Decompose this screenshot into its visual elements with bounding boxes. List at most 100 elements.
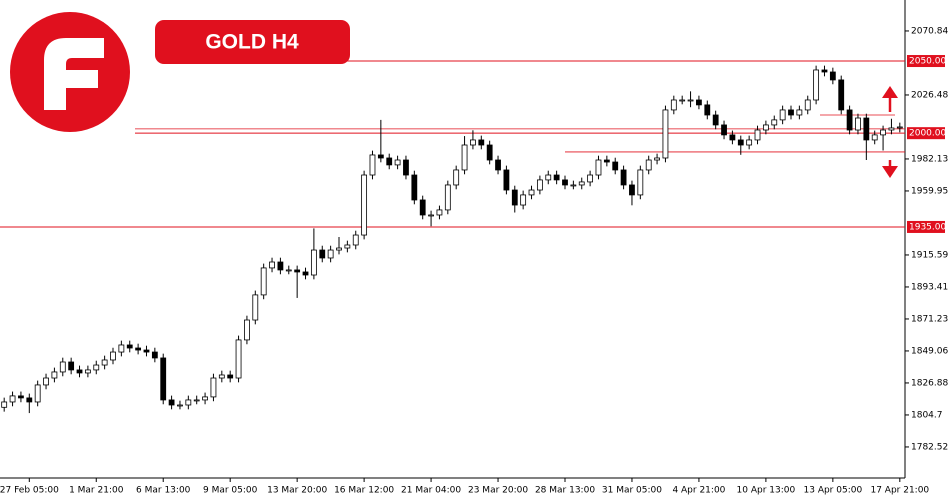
candle-body [779,109,786,121]
candle-body [1,401,8,408]
candle-body [319,249,326,259]
candle-body [394,159,401,166]
y-tick-label: 1982.13 [911,154,948,164]
candle-body [218,374,225,379]
candle-body [68,361,75,371]
candle-body [327,249,334,259]
candle-body [160,357,167,401]
candle-body [302,271,309,276]
candle-body [428,214,434,217]
candle-body [654,157,660,161]
candle-body [796,109,803,116]
x-tick-label: 16 Mar 12:00 [334,486,394,496]
x-tick-label: 27 Feb 05:00 [0,486,59,496]
x-tick-label: 9 Mar 05:00 [203,486,258,496]
candle-body [168,399,175,406]
candle-body [470,139,476,146]
candle-body [478,139,485,146]
candle-body [888,127,895,131]
level-label: 2000.00 [909,129,946,139]
candle-body [76,369,83,374]
candle-body [444,184,451,211]
candle-body [9,395,16,403]
candle-body [101,359,108,366]
candle-body [838,79,845,111]
level-label-box [907,127,945,140]
candle-body [126,344,133,349]
candle-body [227,374,234,379]
candle-body [637,169,644,196]
candle-body [26,397,33,403]
candle-body [704,104,711,116]
level-label-box [907,220,945,233]
y-tick-label: 1849.06 [911,346,948,356]
candle-body [386,157,393,166]
candle-body [361,174,368,236]
candle-body [244,319,250,341]
candle-body [453,169,460,186]
level-label: 1935.00 [909,222,946,232]
y-tick-label: 1915.59 [911,250,948,260]
candle-body [336,247,342,251]
candle-body [235,339,242,379]
candle-body [310,249,317,276]
candle-body [771,119,778,126]
candle-body [871,134,878,141]
candle-body [18,395,24,399]
candle-body [737,139,744,146]
candle-body [629,184,635,196]
candle-body [788,109,794,116]
candle-body [612,161,619,171]
x-tick-label: 6 Mar 13:00 [136,486,191,496]
candle-body [687,99,694,102]
candle-body [59,361,66,373]
candle-body [754,129,761,141]
candle-body [411,174,418,201]
candle-body [277,261,284,271]
candle-body [135,347,142,351]
candle-body [855,117,861,131]
candle-body [511,189,518,206]
candle-body [43,377,49,386]
candle-body [729,134,736,141]
chart-title: GOLD H4 [205,31,299,54]
candle-body [202,396,208,401]
arrow-up [882,86,898,112]
x-tick-label: 1 Mar 21:00 [69,486,124,496]
candle-body [587,174,594,183]
candle-body [645,159,652,171]
candle-body [896,126,903,129]
candle-body [620,169,627,186]
candle-body [143,349,150,353]
candle-body [344,244,351,249]
candle-body [436,209,443,216]
candle-body [679,99,686,102]
candle-body [93,364,100,371]
y-tick-label: 1804.7 [911,410,943,420]
candle-body [562,179,568,186]
x-tick-label: 10 Apr 13:00 [737,486,796,496]
candle-body [804,99,811,111]
y-tick-label: 1782.52 [911,442,948,452]
x-tick-label: 28 Mar 13:00 [535,486,595,496]
y-tick-label: 1893.41 [911,282,948,292]
candle-body [603,159,610,163]
candle-body [863,117,870,141]
candle-body [110,351,116,361]
candle-body [553,174,560,181]
candle-body [670,99,677,111]
y-tick-label: 1959.95 [911,186,948,196]
candle-body [377,154,384,159]
y-tick-label: 2026.48 [911,90,948,100]
candle-body [352,234,359,246]
candle-body [285,269,292,272]
arrow-down [882,160,898,178]
y-tick-label: 1826.88 [911,378,948,388]
candle-body [721,124,727,136]
candle-body [536,179,543,191]
candle-body [821,69,828,73]
x-tick-label: 13 Mar 20:00 [267,486,327,496]
candle-body [177,404,183,407]
